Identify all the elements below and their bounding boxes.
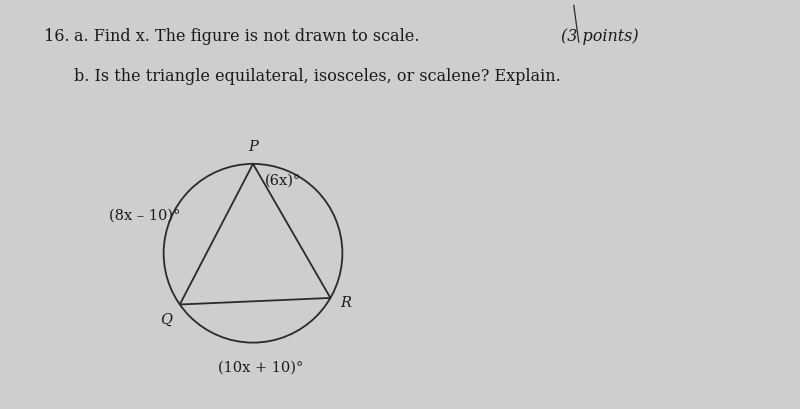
Text: (8x – 10)°: (8x – 10)° (109, 209, 180, 222)
Text: P: P (248, 140, 258, 154)
Text: Q: Q (160, 312, 172, 326)
Text: R: R (340, 296, 351, 310)
Text: (10x + 10)°: (10x + 10)° (218, 360, 303, 375)
Text: a. Find x. The figure is not drawn to scale.: a. Find x. The figure is not drawn to sc… (74, 28, 420, 45)
Text: b. Is the triangle equilateral, isosceles, or scalene? Explain.: b. Is the triangle equilateral, isoscele… (74, 68, 561, 85)
Text: (3 points): (3 points) (561, 28, 638, 45)
Text: 16.: 16. (45, 28, 70, 45)
Text: (6x)°: (6x)° (265, 174, 301, 188)
